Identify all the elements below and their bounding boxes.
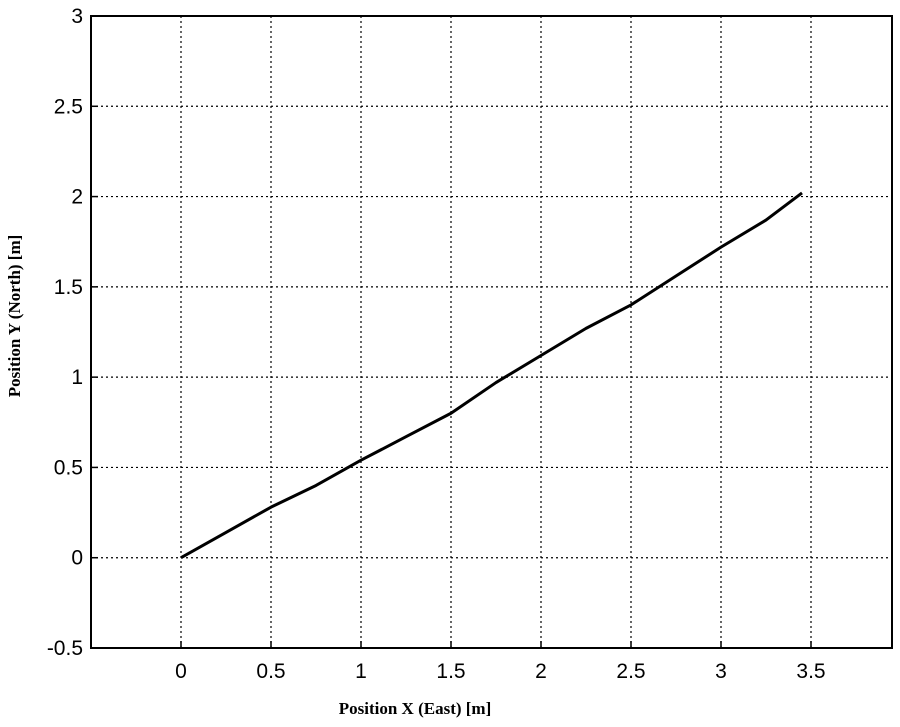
y-tick-label: 1 (71, 366, 83, 389)
plot-area (91, 16, 892, 648)
x-tick-label: 2 (535, 660, 547, 683)
y-tick-label: 2.5 (54, 95, 83, 118)
x-tick-label: 3 (715, 660, 727, 683)
x-tick-label: 1.5 (436, 660, 465, 683)
x-tick-label: 1 (355, 660, 367, 683)
y-tick-label: 0.5 (54, 456, 83, 479)
data-line (180, 191, 803, 560)
x-tick-label: 0.5 (256, 660, 285, 683)
x-tick-label: 0 (175, 660, 187, 683)
y-tick-label: -0.5 (47, 637, 83, 660)
y-tick-label: 2 (71, 186, 83, 209)
y-tick-label: 0 (71, 547, 83, 570)
x-tick-label: 3.5 (796, 660, 825, 683)
x-tick-label: 2.5 (616, 660, 645, 683)
y-axis-label: Position Y (North) [m] (5, 235, 24, 398)
y-tick-label: 3 (71, 5, 83, 28)
plot-frame (90, 15, 893, 649)
x-axis-label: Position X (East) [m] (339, 699, 492, 718)
y-tick-label: 1.5 (54, 276, 83, 299)
